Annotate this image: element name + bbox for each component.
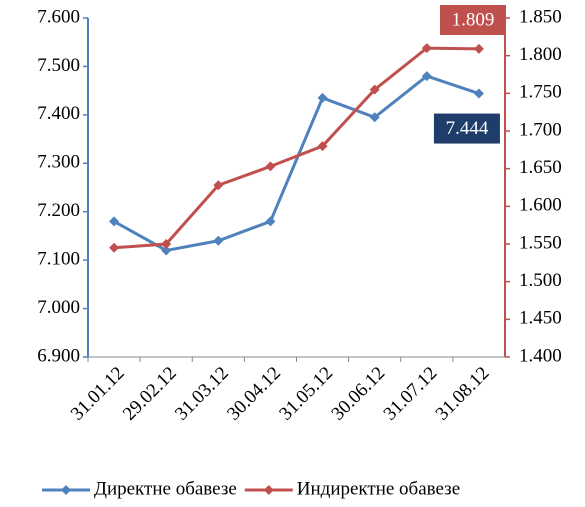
y2-tick-label: 1.800	[519, 44, 562, 65]
marker	[317, 92, 328, 103]
marker	[317, 141, 328, 152]
marker	[109, 242, 120, 253]
x-tick-label: 31.01.12	[67, 363, 129, 425]
legend-marker	[263, 485, 274, 495]
marker	[161, 239, 172, 249]
y2-tick-label: 1.650	[519, 157, 562, 178]
x-tick-label: 31.08.12	[432, 363, 494, 425]
marker	[213, 180, 224, 191]
marker	[473, 88, 484, 99]
x-tick-label: 29.02.12	[119, 363, 181, 425]
data-label-box	[433, 113, 500, 144]
x-tick-label: 30.04.12	[223, 363, 285, 425]
x-tick-label: 30.06.12	[327, 363, 389, 425]
marker	[421, 43, 432, 54]
x-tick-label: 31.03.12	[171, 363, 233, 425]
marker	[265, 216, 276, 227]
y2-tick-label: 1.550	[519, 232, 562, 253]
marker	[265, 161, 276, 172]
data-label-box	[440, 5, 506, 35]
legend-marker	[61, 485, 71, 495]
marker	[369, 84, 380, 95]
y-tick-label: 7.100	[37, 249, 80, 270]
x-tick-label: 31.05.12	[275, 363, 337, 425]
y-tick-label: 7.400	[37, 103, 80, 124]
marker	[161, 245, 172, 256]
marker	[213, 235, 224, 246]
y-tick-label: 7.500	[37, 55, 80, 76]
marker	[473, 43, 484, 54]
marker	[421, 71, 432, 82]
series-line	[113, 46, 479, 250]
y2-tick-label: 1.500	[519, 270, 562, 291]
marker	[109, 216, 120, 227]
y2-tick-label: 1.750	[519, 82, 562, 103]
series-line	[113, 74, 480, 253]
y2-tick-label: 1.400	[519, 345, 562, 366]
y-tick-label: 7.000	[37, 297, 80, 318]
y2-tick-label: 1.850	[519, 6, 562, 27]
marker	[369, 112, 380, 123]
y-tick-label: 7.200	[37, 200, 80, 221]
legend-label: Директне обавезе	[94, 478, 237, 499]
y2-tick-label: 1.600	[519, 195, 562, 216]
x-tick-label: 31.07.12	[380, 363, 442, 425]
y-tick-label: 6.900	[37, 345, 80, 366]
y2-tick-label: 1.700	[519, 119, 562, 140]
y-tick-label: 7.600	[37, 6, 80, 27]
data-label: 7.444	[446, 118, 489, 139]
legend-label: Индиректне обавезе	[297, 478, 460, 499]
y2-tick-label: 1.450	[519, 308, 562, 329]
y-tick-label: 7.300	[37, 152, 80, 173]
data-label: 1.809	[452, 9, 495, 30]
